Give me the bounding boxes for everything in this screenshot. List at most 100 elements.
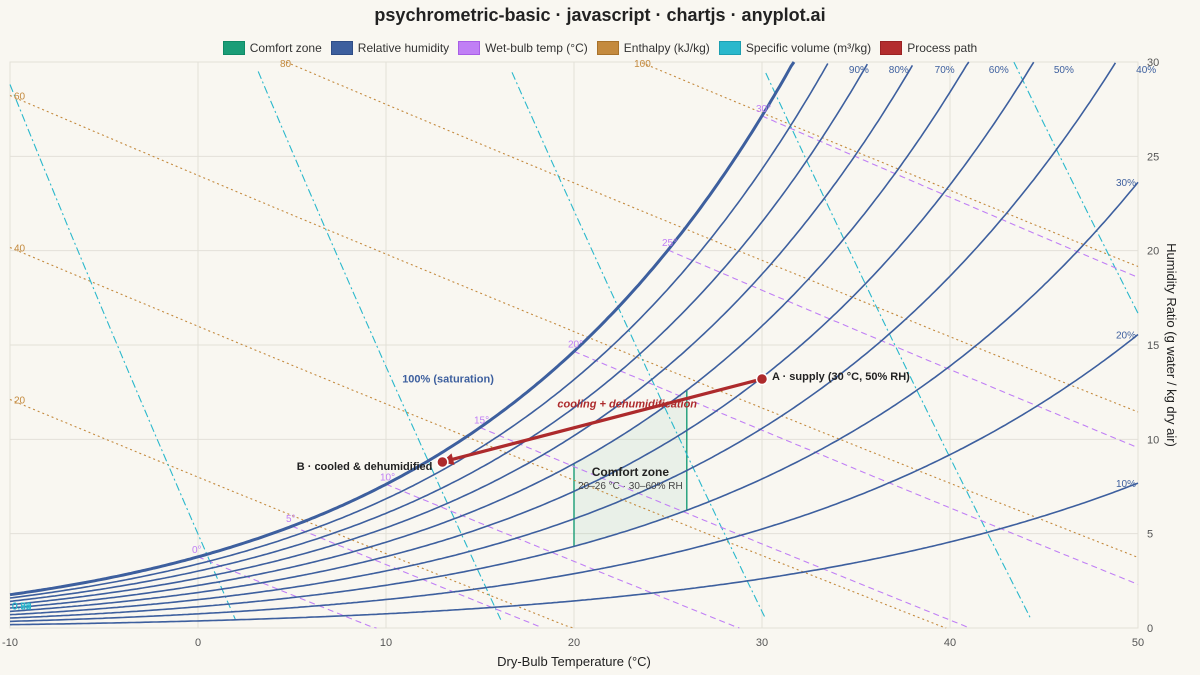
y-tick-label: 10 bbox=[1147, 434, 1159, 446]
rh-label-70: 70% bbox=[935, 65, 955, 76]
specific-volume-label: 0.78 bbox=[12, 601, 32, 612]
wet-bulb-label: 25° bbox=[662, 238, 677, 249]
y-axis-title: Humidity Ratio (g water / kg dry air) bbox=[1164, 243, 1179, 447]
specific-volume-line bbox=[9, 84, 237, 621]
chart-title: psychrometric-basic · javascript · chart… bbox=[374, 5, 826, 25]
point-b-label: B · cooled & dehumidified bbox=[297, 461, 433, 473]
rh-label-40: 40% bbox=[1136, 65, 1156, 76]
legend-swatch-specific-volume bbox=[718, 41, 741, 55]
rh-label-80: 80% bbox=[889, 65, 909, 76]
process-label: cooling + dehumidification bbox=[557, 398, 697, 410]
y-tick-label: 15 bbox=[1147, 340, 1159, 352]
comfort-zone-sublabel: 20–26 °C · 30–60% RH bbox=[578, 481, 683, 492]
legend-item-enthalpy[interactable]: Enthalpy (kJ/kg) bbox=[596, 41, 710, 55]
rh-curve-80 bbox=[9, 63, 868, 603]
rh-label-30: 30% bbox=[1116, 178, 1136, 189]
x-tick-label: 10 bbox=[380, 637, 392, 649]
enthalpy-line bbox=[286, 61, 1139, 413]
x-tick-label: 50 bbox=[1132, 637, 1144, 649]
enthalpy-label: 60 bbox=[14, 92, 26, 103]
rh-label-saturation: 100% (saturation) bbox=[402, 374, 494, 386]
rh-curve-50 bbox=[9, 61, 1035, 613]
enthalpy-line bbox=[9, 398, 575, 629]
specific-volume-line bbox=[257, 71, 502, 620]
wet-bulb-line bbox=[761, 115, 1139, 278]
rh-curve-70 bbox=[9, 64, 914, 606]
comfort-zone-fill bbox=[574, 390, 687, 547]
rh-curve-10 bbox=[9, 482, 1139, 626]
legend-label-wet-bulb: Wet-bulb temp (°C) bbox=[485, 41, 588, 55]
x-tick-label: 20 bbox=[568, 637, 580, 649]
legend-swatch-process-path bbox=[880, 41, 903, 55]
specific-volume-line bbox=[765, 72, 1032, 620]
rh-curve-30 bbox=[9, 181, 1139, 619]
specific-volume-label: 0.90 bbox=[12, 601, 32, 612]
legend-label-enthalpy: Enthalpy (kJ/kg) bbox=[623, 41, 710, 55]
rh-label-10: 10% bbox=[1116, 479, 1136, 490]
y-tick-label: 20 bbox=[1147, 246, 1159, 258]
x-axis-title: Dry-Bulb Temperature (°C) bbox=[497, 654, 651, 669]
wet-bulb-label: 20° bbox=[568, 339, 583, 350]
y-tick-label: 25 bbox=[1147, 151, 1159, 163]
y-tick-label: 0 bbox=[1147, 623, 1153, 635]
rh-curve-60 bbox=[9, 61, 970, 609]
wet-bulb-line bbox=[197, 556, 377, 629]
rh-label-50: 50% bbox=[1054, 65, 1074, 76]
legend-item-wet-bulb[interactable]: Wet-bulb temp (°C) bbox=[458, 41, 588, 55]
point-a-marker bbox=[755, 372, 769, 386]
legend-label-relative-humidity: Relative humidity bbox=[357, 41, 450, 55]
x-tick-label: 30 bbox=[756, 637, 768, 649]
chart-labels-layer: 20 40 60 80 100 0.780.820.860.900.94 0° 5° 10° 15… bbox=[12, 59, 1156, 612]
enthalpy-label: 20 bbox=[14, 396, 26, 407]
legend-swatch-wet-bulb bbox=[458, 41, 481, 55]
wet-bulb-line bbox=[479, 426, 971, 629]
wet-bulb-label: 0° bbox=[192, 545, 202, 556]
wet-bulb-label: 10° bbox=[380, 472, 395, 483]
specific-volume-label: 0.94 bbox=[12, 601, 32, 612]
rh-label-60: 60% bbox=[989, 65, 1009, 76]
rh-curve-100 bbox=[9, 61, 796, 597]
wet-bulb-label: 5° bbox=[286, 514, 296, 525]
legend-swatch-comfort-zone bbox=[222, 41, 245, 55]
chart-lines-layer bbox=[9, 61, 1139, 629]
enthalpy-label: 100 bbox=[634, 59, 651, 70]
axes-layer: Dry-Bulb Temperature (°C) Humidity Ratio… bbox=[2, 57, 1179, 669]
wet-bulb-line bbox=[291, 525, 542, 628]
rh-curve-40 bbox=[9, 62, 1117, 616]
wet-bulb-line bbox=[667, 249, 1139, 449]
enthalpy-label: 80 bbox=[280, 59, 292, 70]
legend: Comfort zone Relative humidity Wet-bulb … bbox=[0, 41, 1200, 55]
x-tick-label: 0 bbox=[195, 637, 201, 649]
legend-swatch-relative-humidity bbox=[330, 41, 353, 55]
legend-label-comfort-zone: Comfort zone bbox=[249, 41, 322, 55]
legend-item-process-path[interactable]: Process path bbox=[880, 41, 977, 55]
y-tick-label: 30 bbox=[1147, 57, 1159, 69]
legend-label-process-path: Process path bbox=[907, 41, 978, 55]
legend-label-specific-volume: Specific volume (m³/kg) bbox=[745, 41, 872, 55]
rh-label-20: 20% bbox=[1116, 331, 1136, 342]
legend-item-specific-volume[interactable]: Specific volume (m³/kg) bbox=[718, 41, 872, 55]
point-b-marker bbox=[436, 455, 449, 469]
wet-bulb-label: 15° bbox=[474, 416, 489, 427]
wet-bulb-label: 30° bbox=[756, 104, 771, 115]
rh-curve-20 bbox=[9, 333, 1139, 623]
legend-item-comfort-zone[interactable]: Comfort zone bbox=[222, 41, 322, 55]
wet-bulb-line bbox=[573, 350, 1139, 585]
x-tick-label: 40 bbox=[944, 637, 956, 649]
enthalpy-line bbox=[9, 246, 947, 629]
rh-label-90: 90% bbox=[849, 65, 869, 76]
comfort-zone-label: Comfort zone bbox=[592, 465, 670, 479]
process-path-line bbox=[450, 377, 764, 462]
x-tick-label: -10 bbox=[2, 637, 18, 649]
enthalpy-label: 40 bbox=[14, 244, 26, 255]
specific-volume-label: 0.86 bbox=[12, 601, 32, 612]
legend-item-relative-humidity[interactable]: Relative humidity bbox=[330, 41, 450, 55]
enthalpy-line bbox=[9, 94, 1139, 559]
y-tick-label: 5 bbox=[1147, 529, 1153, 541]
specific-volume-line bbox=[511, 72, 767, 620]
wet-bulb-line bbox=[385, 483, 740, 629]
rh-curve-90 bbox=[9, 63, 829, 599]
specific-volume-label: 0.82 bbox=[12, 601, 32, 612]
